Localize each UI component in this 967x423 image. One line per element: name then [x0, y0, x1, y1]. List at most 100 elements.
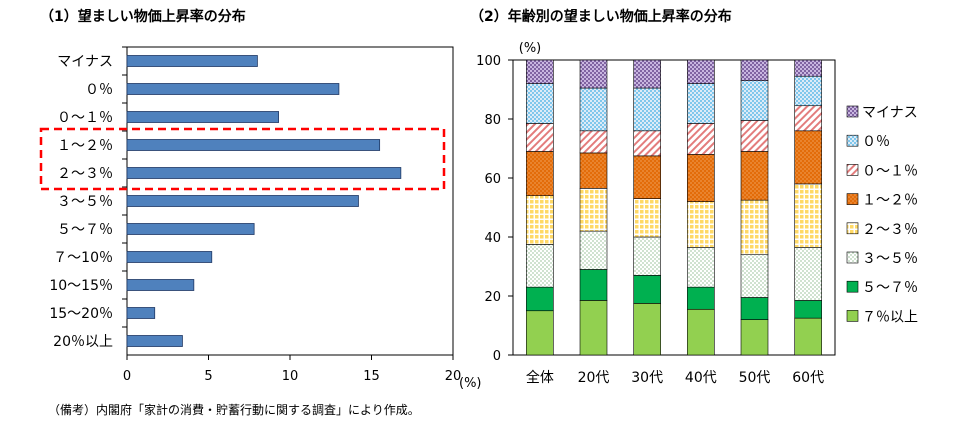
- left-bar: [126, 55, 258, 67]
- right-category-label: 全体: [526, 369, 554, 386]
- stack-segment: [526, 286, 554, 312]
- right-category-label: 60代: [792, 370, 824, 386]
- source-note: （備考）内閣府「家計の消費・貯蓄行動に関する調査」により作成。: [48, 403, 420, 417]
- left-x-tick-label: 20: [445, 369, 462, 384]
- legend-swatch: [846, 105, 859, 118]
- stack-segment: [579, 87, 608, 132]
- stack-segment: [579, 300, 608, 356]
- left-category-label: 20％以上: [53, 334, 113, 350]
- left-chart-title: （1）望ましい物価上昇率の分布: [40, 9, 246, 25]
- left-category-label: ０％: [85, 82, 113, 98]
- stack-segment: [687, 154, 715, 202]
- stack-segment: [633, 59, 661, 89]
- legend-swatch: [846, 222, 859, 235]
- stack-segment: [740, 80, 769, 121]
- stack-segment: [687, 201, 715, 248]
- stack-segment: [633, 130, 661, 157]
- left-x-tick-label: 10: [282, 369, 299, 384]
- left-x-unit: (%): [459, 376, 482, 391]
- right-category-label: 50代: [739, 370, 771, 386]
- stack-segment: [740, 297, 769, 320]
- stack-segment: [633, 236, 661, 276]
- left-bar: [126, 251, 213, 263]
- stack-segment: [794, 105, 822, 132]
- right-y-tick-label: 100: [476, 54, 501, 69]
- legend-swatch: [846, 193, 859, 205]
- stack-segment: [794, 75, 822, 107]
- stack-segment: [579, 130, 608, 154]
- legend-label: ３～５％: [862, 251, 918, 267]
- stack-segment: [687, 308, 715, 356]
- legend-label: ０～１％: [862, 163, 918, 179]
- legend-swatch: [846, 280, 859, 293]
- left-bar: [126, 139, 381, 151]
- legend-swatch: [846, 251, 859, 264]
- left-category-label: マイナス: [57, 54, 113, 70]
- left-bar-chart: マイナス ０％ ０～１％ １～２％ ２～３％ ３～５％ ５～７％ ７～10％ 10～15％ 15～…: [39, 46, 482, 391]
- stack-segment: [579, 230, 608, 270]
- stack-segment: [687, 286, 715, 310]
- left-category-label: ３～５％: [57, 194, 113, 210]
- highlight-box: [39, 127, 446, 191]
- right-category-label: 20代: [578, 370, 610, 386]
- stack-segment: [579, 188, 608, 232]
- right-y-tick-label: 0: [493, 349, 501, 364]
- stack-segment: [687, 59, 715, 84]
- stack-segment: [794, 130, 822, 185]
- right-y-unit: (%): [519, 41, 542, 56]
- stack-segment: [579, 269, 608, 301]
- right-chart-title: （2）年齢別の望ましい物価上昇率の分布: [470, 9, 732, 25]
- stack-segment: [526, 244, 554, 288]
- left-x-tick-label: 15: [363, 369, 380, 384]
- stack-segment: [794, 247, 822, 301]
- stack-segment: [794, 183, 822, 248]
- stack-segment: [633, 303, 661, 356]
- left-category-label: ５～７％: [57, 222, 113, 238]
- stack-segment: [579, 152, 608, 189]
- stack-segment: [687, 247, 715, 288]
- left-category-label: １～２％: [57, 138, 113, 154]
- stack-segment: [526, 195, 554, 245]
- stack-segment: [740, 120, 769, 152]
- right-y-tick-label: 20: [484, 290, 501, 305]
- stack-segment: [794, 300, 822, 319]
- left-category-label: 15～20％: [49, 306, 113, 322]
- stack-segment: [633, 198, 661, 238]
- right-stacked-chart: 0 20 40 60 80 100 (%) 全体 20代 30代 40代 50代 60代 マイナス ０％ ０～…: [476, 41, 918, 386]
- stack-segment: [740, 151, 769, 201]
- stack-segment: [526, 123, 554, 152]
- legend-label: １～２％: [862, 193, 918, 209]
- stack-segment: [740, 199, 769, 256]
- left-bar: [126, 279, 195, 291]
- legend-label: ５～７％: [862, 280, 918, 296]
- right-y-tick-label: 80: [484, 113, 501, 128]
- right-y-tick-label: 40: [484, 231, 501, 246]
- right-y-tick-label: 60: [484, 172, 501, 187]
- left-bar: [126, 335, 183, 347]
- stack-segment: [526, 83, 554, 124]
- legend-label: マイナス: [862, 105, 918, 121]
- stack-segment: [633, 275, 661, 304]
- left-category-label: ２～３％: [57, 166, 113, 182]
- legend-swatch: [846, 310, 859, 322]
- stack-segment: [526, 151, 554, 196]
- stack-segment: [687, 83, 715, 124]
- left-bar: [126, 195, 359, 207]
- stack-segment: [740, 254, 769, 298]
- stack-segment: [633, 155, 661, 199]
- stack-segment: [687, 123, 715, 155]
- left-category-label: ７～10％: [53, 250, 113, 266]
- legend-label: ２～３％: [862, 222, 918, 238]
- left-x-tick-label: 5: [204, 369, 212, 384]
- left-bar: [126, 307, 156, 319]
- stack-segment: [740, 59, 769, 81]
- legend-swatch: [846, 134, 859, 147]
- legend-label: ０％: [862, 134, 890, 150]
- left-bar: [126, 111, 279, 123]
- stack-segment: [526, 59, 554, 84]
- right-category-label: 40代: [685, 370, 717, 386]
- left-bar: [126, 223, 255, 235]
- stack-segment: [740, 319, 769, 356]
- legend-label: ７％以上: [862, 309, 918, 325]
